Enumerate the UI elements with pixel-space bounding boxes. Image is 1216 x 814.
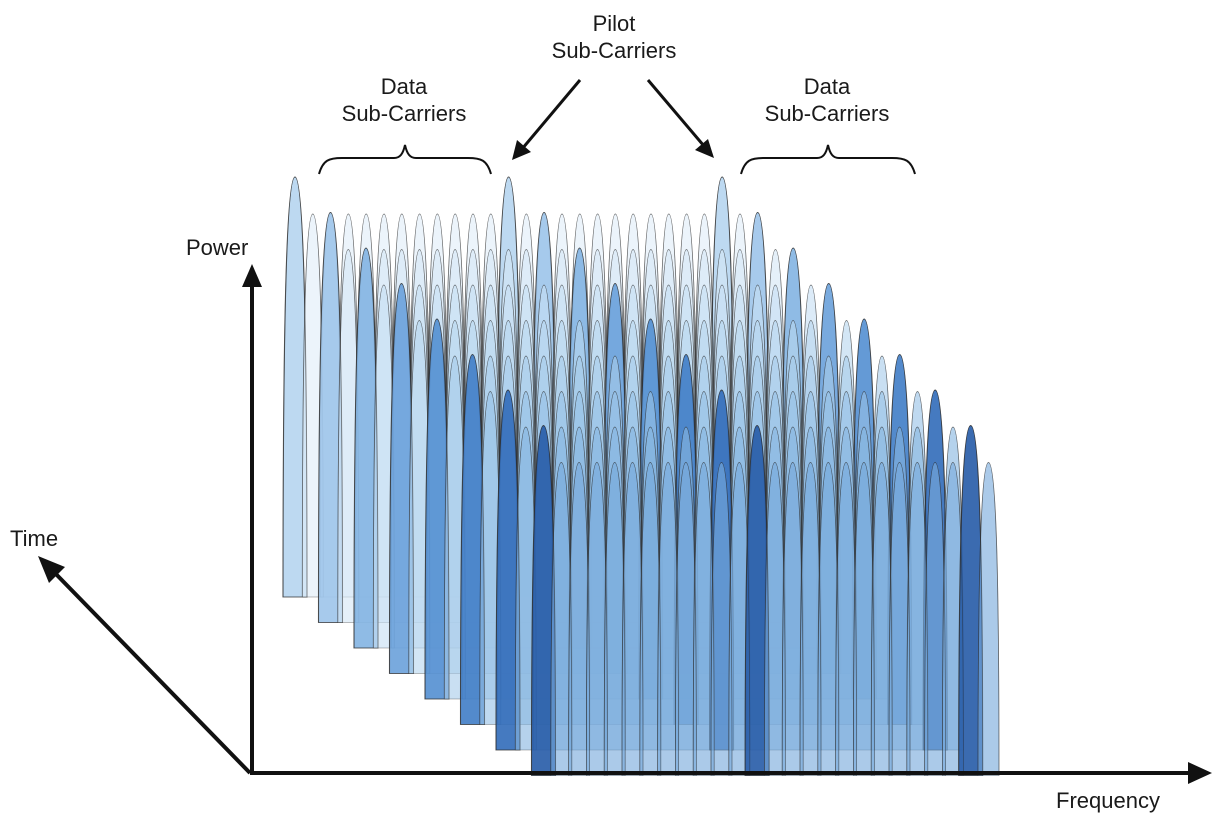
subcarrier-layers — [282, 176, 1000, 777]
subcarrier-outline — [710, 462, 733, 776]
subcarrier-outline — [781, 462, 804, 776]
frequency-axis-arrowhead — [1188, 762, 1212, 784]
subcarrier-outline — [657, 462, 679, 776]
subcarrier-outline — [835, 462, 857, 776]
subcarrier-outline — [958, 425, 984, 776]
right-pilot-pointer-arrowhead — [695, 139, 714, 158]
time-axis-label: Time — [10, 526, 59, 551]
subcarrier-outline — [460, 354, 485, 725]
pilot-subcarriers-label: Pilot Sub-Carriers — [552, 10, 677, 64]
left-pilot-pointer-line — [520, 79, 582, 150]
subcarrier-outline — [675, 462, 697, 776]
subcarrier-outline — [531, 425, 556, 776]
left-data-subcarriers-label: Data Sub-Carriers — [342, 73, 467, 127]
subcarrier-outline — [817, 462, 840, 776]
subcarrier-outline — [764, 462, 786, 776]
power-axis-arrowhead — [242, 264, 262, 287]
subcarrier-outline — [906, 462, 929, 776]
subcarrier-outline — [318, 212, 343, 623]
subcarrier-outline — [799, 462, 822, 776]
right-pilot-pointer-line — [646, 79, 706, 147]
subcarrier-outline — [282, 176, 308, 598]
subcarrier-outline — [639, 462, 662, 776]
right-data-label-line-1: Data — [803, 74, 851, 99]
time-layer-8 — [530, 424, 1000, 777]
right-data-subcarriers-label: Data Sub-Carriers — [765, 73, 890, 127]
right-data-label-line-2: Sub-Carriers — [764, 101, 890, 126]
subcarrier-outline — [621, 462, 644, 776]
power-axis-label: Power — [186, 235, 249, 260]
data-subcarrier — [977, 462, 1000, 776]
subcarrier-outline — [853, 462, 875, 776]
subcarrier-outline — [870, 462, 893, 776]
subcarrier-outline — [924, 462, 946, 776]
subcarrier-outline — [568, 462, 590, 776]
left-pilot-pointer-arrowhead — [512, 140, 531, 160]
axes — [38, 264, 1212, 784]
subcarrier-outline — [495, 389, 521, 751]
subcarrier-outline — [977, 462, 1000, 776]
subcarrier-outline — [424, 318, 450, 700]
pilot-label-line-1: Pilot — [592, 11, 636, 36]
pilot-label-line-2: Sub-Carriers — [551, 38, 677, 63]
subcarrier-outline — [744, 425, 770, 776]
left-data-subcarriers-brace — [318, 144, 492, 175]
subcarrier-outline — [353, 247, 379, 649]
annotations — [318, 79, 916, 175]
subcarrier-outline — [550, 462, 573, 776]
left-data-label-line-1: Data — [380, 74, 428, 99]
frequency-axis-label: Frequency — [1056, 788, 1160, 813]
subcarrier-outline — [942, 462, 964, 776]
subcarrier-outline — [586, 462, 608, 776]
subcarrier-outline — [888, 462, 911, 776]
subcarrier-outline — [389, 283, 414, 674]
subcarrier-outline — [728, 462, 751, 776]
left-data-label-line-2: Sub-Carriers — [341, 101, 467, 126]
subcarrier-outline — [692, 462, 715, 776]
time-axis-arrowhead — [38, 556, 65, 583]
right-data-subcarriers-brace — [740, 144, 916, 175]
subcarrier-outline — [603, 462, 626, 776]
time-axis-line — [50, 568, 252, 775]
